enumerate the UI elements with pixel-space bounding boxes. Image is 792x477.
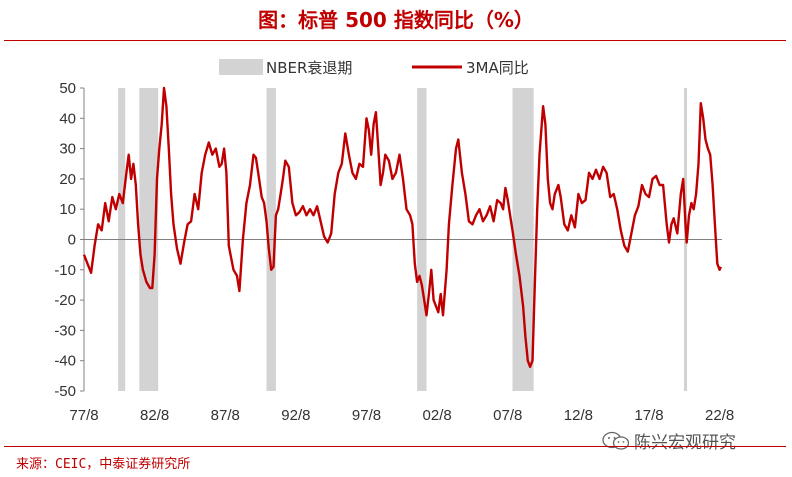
footer-divider [4, 446, 786, 447]
x-tick-label: 07/8 [493, 407, 522, 424]
series-layer [82, 86, 722, 368]
x-tick-label: 97/8 [352, 407, 381, 424]
x-tick-label: 17/8 [634, 407, 663, 424]
x-tick-label: 02/8 [423, 407, 452, 424]
source-note: 来源：CEIC，中泰证券研究所 [16, 457, 191, 472]
y-tick-labels: 50 40 30 20 10 0 -10 -20 -30 -40 -50 [54, 80, 76, 400]
y-tick-label: 40 [59, 110, 76, 127]
y-tick-label: -10 [54, 262, 76, 279]
chart: NBER衰退期 3MA同比 50 40 30 20 10 0 -10 -20 -30 -40 -50… [54, 59, 734, 424]
legend-label-line: 3MA同比 [466, 59, 529, 77]
axes [80, 87, 722, 392]
x-tick-labels: 77/8 82/8 87/8 92/8 97/8 02/8 07/8 12/8 17/8 22/8 [69, 407, 734, 424]
y-tick-label: 0 [68, 232, 76, 249]
y-tick-label: -40 [54, 353, 76, 370]
y-tick-label: 30 [59, 141, 76, 158]
y-tick-label: 10 [59, 201, 76, 218]
x-tick-label: 77/8 [69, 407, 98, 424]
chart-legend: NBER衰退期 3MA同比 [219, 59, 529, 77]
y-tick-label: -50 [54, 383, 76, 400]
y-tick-label: -20 [54, 292, 76, 309]
wechat-icon [602, 431, 630, 450]
legend-swatch-recession [219, 59, 263, 75]
y-tick-label: 20 [59, 171, 76, 188]
x-tick-label: 22/8 [705, 407, 734, 424]
watermark: 陈兴宏观研究 [602, 428, 736, 453]
y-tick-label: -30 [54, 322, 76, 339]
y-tick-label: 50 [59, 80, 76, 97]
series-line-3ma [82, 86, 722, 368]
x-tick-label: 92/8 [281, 407, 310, 424]
x-tick-label: 87/8 [211, 407, 240, 424]
legend-label-recession: NBER衰退期 [266, 59, 352, 77]
title-divider [4, 40, 786, 41]
x-tick-label: 12/8 [564, 407, 593, 424]
x-tick-label: 82/8 [140, 407, 169, 424]
page-title: 图：标普 500 指数同比（%） [258, 8, 534, 32]
watermark-text: 陈兴宏观研究 [634, 433, 736, 453]
